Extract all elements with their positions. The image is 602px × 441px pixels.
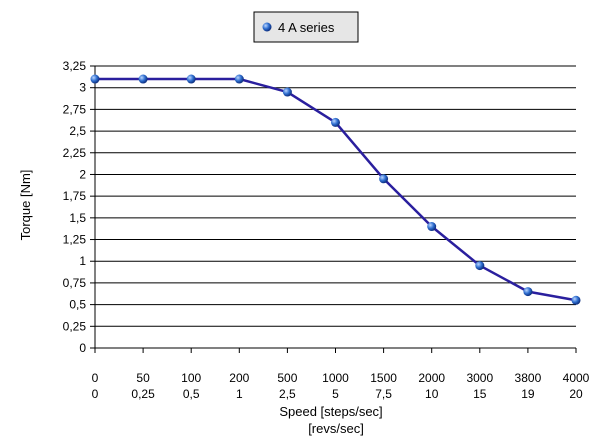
data-point: [138, 74, 148, 84]
x-axis-title-steps: Speed [steps/sec]: [279, 404, 382, 419]
x-axis-title-revs: [revs/sec]: [308, 421, 364, 436]
x-tick-label-revs: 2,5: [279, 387, 296, 401]
x-tick-label-steps: 1500: [370, 371, 397, 385]
y-tick-label: 2,75: [63, 102, 87, 116]
y-tick-label: 2: [79, 167, 86, 181]
axes: [90, 65, 577, 353]
data-point: [475, 261, 485, 271]
x-tick-label-steps: 100: [181, 371, 201, 385]
x-tick-label-revs: 10: [425, 387, 439, 401]
x-tick-label-revs: 5: [332, 387, 339, 401]
data-point: [379, 174, 389, 184]
data-point: [523, 287, 533, 297]
gridlines: [95, 65, 576, 327]
x-tick-label-revs: 1: [236, 387, 243, 401]
y-tick-label: 1,25: [63, 233, 87, 247]
legend: 4 A series: [253, 11, 359, 43]
x-tick-label-revs: 0: [92, 387, 99, 401]
y-tick-label: 1: [79, 254, 86, 268]
x-tick-label-revs: 7,5: [375, 387, 392, 401]
x-tick-label-steps: 2000: [418, 371, 445, 385]
data-point: [571, 295, 581, 305]
legend-label: 4 A series: [278, 20, 335, 35]
x-tick-labels: 00500,251000,520015002,51000515007,52000…: [92, 371, 590, 401]
x-tick-label-revs: 19: [521, 387, 535, 401]
x-tick-label-steps: 3000: [466, 371, 493, 385]
x-tick-label-steps: 4000: [563, 371, 590, 385]
data-point: [90, 74, 100, 84]
legend-marker-icon: [262, 22, 272, 32]
y-tick-labels: 0 0,25 0,5 0,75 1 1,25 1,5 1,75 2 2,25 2,5 2,75 3 3,2…: [63, 59, 87, 355]
y-tick-label: 3: [79, 81, 86, 95]
y-tick-label: 0,25: [63, 319, 87, 333]
y-tick-label: 0,5: [69, 298, 86, 312]
x-tick-label-revs: 0,25: [131, 387, 155, 401]
x-tick-label-steps: 500: [277, 371, 297, 385]
data-point: [427, 222, 437, 232]
data-point: [186, 74, 196, 84]
y-tick-label: 0,75: [63, 276, 87, 290]
series-line: [95, 77, 577, 302]
x-tick-label-revs: 0,5: [183, 387, 200, 401]
x-tick-label-revs: 15: [473, 387, 487, 401]
y-tick-label: 1,5: [69, 211, 86, 225]
x-tick-label-steps: 1000: [322, 371, 349, 385]
y-tick-label: 2,5: [69, 124, 86, 138]
y-tick-label: 2,25: [63, 146, 87, 160]
data-point: [234, 74, 244, 84]
y-tick-label: 1,75: [63, 189, 87, 203]
data-point: [331, 117, 340, 127]
y-tick-label: 0: [79, 341, 86, 355]
x-tick-label-steps: 3800: [515, 371, 542, 385]
x-tick-label-steps: 0: [92, 371, 99, 385]
series-4a: [90, 74, 581, 305]
y-axis-title: Torque [Nm]: [18, 170, 33, 241]
x-tick-label-revs: 20: [569, 387, 583, 401]
x-tick-label-steps: 200: [229, 371, 249, 385]
x-tick-label-steps: 50: [136, 371, 150, 385]
y-tick-label: 3,25: [63, 59, 87, 73]
data-point: [282, 87, 292, 97]
